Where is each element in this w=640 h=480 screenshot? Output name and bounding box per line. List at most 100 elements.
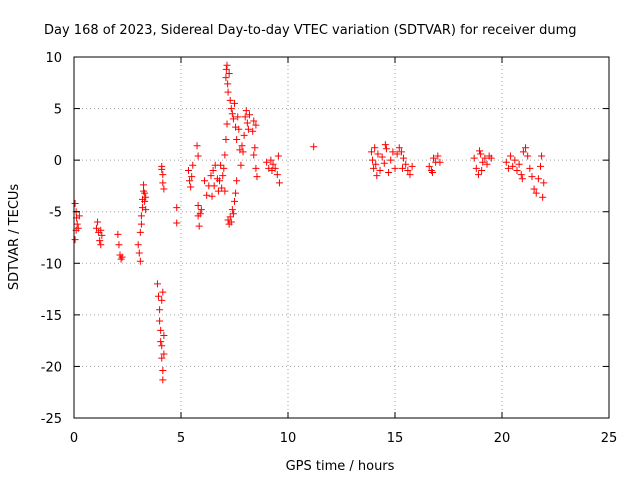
data-point (159, 179, 167, 187)
x-tick-label: 0 (70, 431, 78, 446)
chart-title: Day 168 of 2023, Sidereal Day-to-day VTE… (44, 23, 577, 38)
data-point (210, 182, 218, 190)
data-point (234, 113, 242, 121)
data-point (374, 150, 382, 158)
data-point (267, 156, 275, 164)
data-point (186, 177, 194, 185)
data-point (96, 237, 104, 245)
data-point (507, 152, 515, 160)
data-point (187, 183, 195, 191)
data-point (195, 222, 203, 230)
data-point (226, 96, 234, 104)
data-point (209, 166, 217, 174)
data-point (75, 212, 83, 220)
data-point (402, 160, 410, 168)
data-point (504, 164, 512, 172)
y-tick-label: 5 (54, 103, 62, 118)
data-point (518, 175, 526, 183)
data-point (376, 166, 384, 174)
data-point (156, 306, 164, 314)
data-point (160, 350, 168, 358)
data-point (159, 376, 167, 384)
data-point (194, 152, 202, 160)
data-point (275, 179, 283, 187)
data-point (517, 171, 525, 179)
data-point (530, 185, 538, 193)
data-point (252, 164, 260, 172)
data-point (158, 354, 166, 362)
data-point (245, 111, 253, 119)
data-point (222, 65, 230, 73)
data-point (118, 253, 126, 261)
data-point (221, 151, 229, 159)
data-point (538, 152, 546, 160)
data-point (393, 150, 401, 158)
data-point (194, 202, 202, 210)
data-point (229, 210, 237, 218)
data-point (159, 367, 167, 375)
data-point (115, 241, 123, 249)
data-point (241, 113, 249, 121)
data-point (173, 204, 181, 212)
data-point (142, 193, 150, 201)
data-point (532, 189, 540, 197)
data-point (214, 187, 222, 195)
data-point (193, 142, 201, 150)
data-point (252, 121, 260, 129)
data-point (157, 338, 165, 346)
data-point (71, 236, 79, 244)
data-point (237, 161, 245, 169)
data-point (369, 156, 377, 164)
data-point (232, 189, 240, 197)
data-point (226, 213, 234, 221)
data-point (153, 280, 161, 288)
data-point (274, 152, 282, 160)
data-point (73, 220, 81, 228)
data-point (371, 144, 379, 152)
data-point (159, 171, 167, 179)
data-point (220, 164, 228, 172)
data-point (239, 148, 247, 156)
data-point (160, 331, 168, 339)
data-point (269, 160, 277, 168)
data-point (487, 154, 495, 162)
data-point (474, 171, 482, 179)
data-point (228, 206, 236, 214)
data-point (528, 173, 536, 181)
data-point (222, 136, 230, 144)
data-point (511, 156, 519, 164)
x-tick-label: 25 (601, 431, 618, 446)
data-point (158, 342, 166, 350)
data-point (134, 241, 142, 249)
data-point (397, 148, 405, 156)
x-tick-label: 5 (177, 431, 185, 446)
data-point (251, 144, 259, 152)
data-point (513, 166, 521, 174)
data-point (382, 145, 390, 153)
data-point (188, 173, 196, 181)
data-point (97, 226, 105, 234)
y-tick-label: -25 (41, 412, 62, 427)
data-point (381, 141, 389, 149)
data-point (217, 161, 225, 169)
data-point (472, 164, 480, 172)
data-point (157, 326, 165, 334)
data-point (400, 154, 408, 162)
data-point (406, 171, 414, 179)
data-points (71, 61, 548, 384)
data-point (389, 148, 397, 156)
data-point (158, 165, 166, 173)
y-tick-label: 10 (45, 51, 62, 66)
data-point (196, 210, 204, 218)
data-point (135, 249, 143, 257)
data-point (141, 197, 149, 205)
data-point (398, 164, 406, 172)
data-point (137, 212, 145, 220)
x-tick-labels: 0 5 10 15 20 25 (70, 431, 617, 446)
data-point (370, 164, 378, 172)
grid-lines (74, 57, 609, 418)
data-point (387, 156, 395, 164)
data-point (268, 166, 276, 174)
data-point (249, 127, 257, 135)
data-point (208, 192, 216, 200)
